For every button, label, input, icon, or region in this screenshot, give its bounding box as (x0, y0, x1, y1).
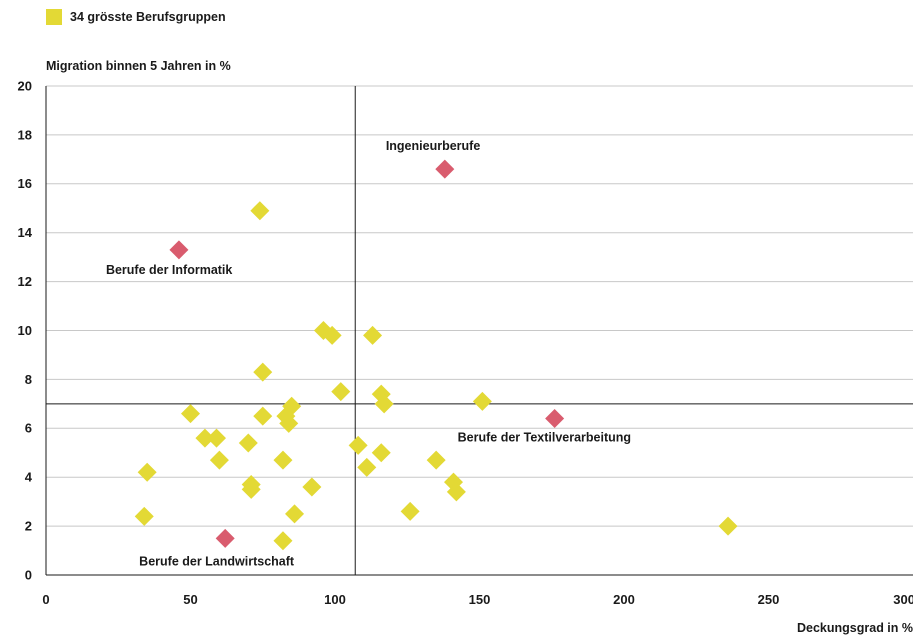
highlight-point (435, 159, 455, 179)
y-tick-label: 16 (18, 176, 32, 191)
highlight-point-label: Berufe der Landwirtschaft (139, 554, 295, 568)
data-point (279, 413, 299, 433)
data-point (241, 479, 261, 499)
highlight-point-label: Berufe der Textilverarbeitung (458, 431, 631, 445)
data-point (718, 516, 738, 536)
data-point (285, 504, 305, 524)
highlight-point (545, 409, 565, 429)
data-point (209, 450, 229, 470)
data-point (181, 404, 200, 424)
data-point (253, 362, 273, 382)
legend-label: 34 grösste Berufsgruppen (70, 10, 226, 24)
data-point (134, 506, 154, 526)
y-tick-label: 4 (25, 470, 33, 485)
data-point (400, 501, 420, 521)
highlight-point-label: Berufe der Informatik (106, 263, 232, 277)
highlight-point (215, 528, 235, 548)
y-tick-label: 8 (25, 372, 32, 387)
highlight-point (169, 240, 189, 260)
data-point (273, 531, 293, 551)
x-tick-label: 200 (613, 592, 635, 607)
data-point (253, 406, 273, 426)
y-tick-label: 0 (25, 567, 32, 582)
data-point (195, 428, 215, 448)
y-tick-label: 2 (25, 519, 32, 534)
data-point (446, 482, 466, 502)
legend-swatch (46, 9, 62, 25)
data-point (348, 435, 368, 455)
data-point (273, 450, 293, 470)
y-tick-label: 14 (18, 225, 33, 240)
y-tick-label: 20 (18, 78, 32, 93)
highlight-point-label: Ingenieurberufe (386, 139, 481, 153)
x-tick-label: 0 (42, 592, 49, 607)
x-axis-title: Deckungsgrad in % (797, 621, 913, 635)
legend: 34 grösste Berufsgruppen (46, 9, 226, 25)
data-point (302, 477, 322, 497)
data-point (207, 428, 227, 448)
data-point (371, 443, 391, 463)
data-point (472, 391, 492, 411)
data-point (374, 394, 394, 414)
data-point (331, 382, 351, 402)
y-tick-label: 6 (25, 421, 32, 436)
data-point (426, 450, 446, 470)
y-tick-label: 12 (18, 274, 32, 289)
data-point (137, 462, 157, 482)
y-tick-label: 10 (18, 323, 32, 338)
x-tick-label: 250 (758, 592, 780, 607)
data-point (238, 433, 258, 453)
data-point (250, 201, 270, 221)
data-point (322, 325, 342, 345)
y-axis-title: Migration binnen 5 Jahren in % (46, 59, 231, 73)
x-tick-label: 300 (893, 592, 913, 607)
y-tick-label: 18 (18, 127, 32, 142)
x-tick-label: 150 (469, 592, 491, 607)
x-tick-label: 50 (183, 592, 197, 607)
x-tick-label: 100 (324, 592, 346, 607)
data-point (357, 457, 377, 477)
data-point (363, 325, 383, 345)
